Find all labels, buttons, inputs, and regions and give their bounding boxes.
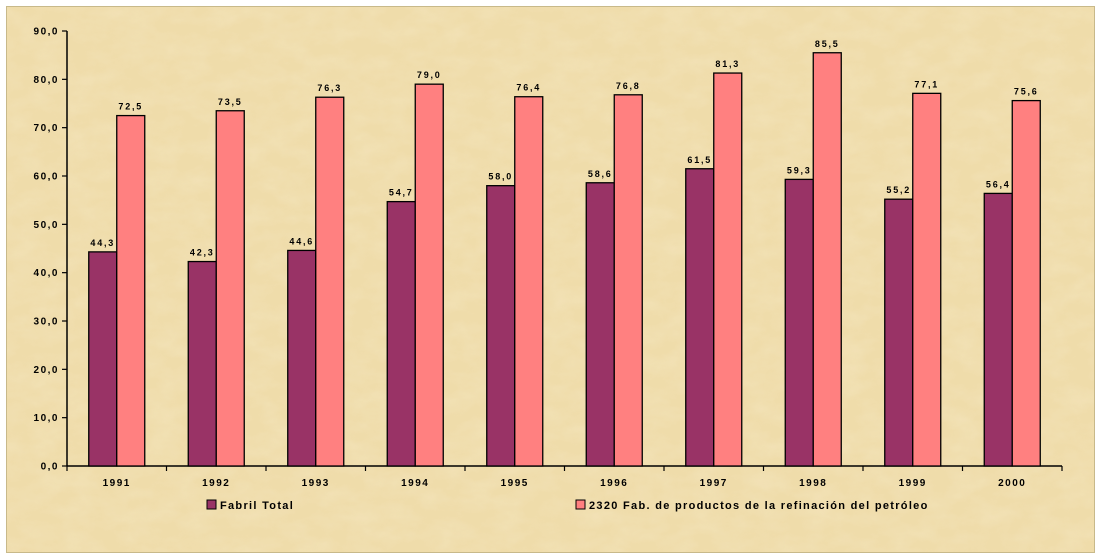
- x-tick-label: 1995: [501, 478, 529, 489]
- bar-refinacion-petroleo: [414, 83, 444, 467]
- y-tick-label: 70,0: [34, 123, 59, 134]
- data-label: 73,5: [218, 97, 243, 107]
- data-label: 61,5: [687, 155, 712, 165]
- y-tick-label: 60,0: [34, 172, 59, 183]
- data-label: 72,5: [118, 102, 143, 112]
- data-label: 59,3: [787, 165, 812, 175]
- data-label: 76,3: [317, 83, 342, 93]
- data-label: 79,0: [417, 70, 442, 80]
- bar-fabril-total: [784, 178, 814, 467]
- y-tick-label: 50,0: [34, 220, 59, 231]
- y-tick-label: 10,0: [34, 413, 59, 424]
- bar-refinacion-petroleo: [812, 52, 842, 467]
- data-label: 54,7: [389, 188, 414, 198]
- bar-fabril-total: [486, 185, 516, 467]
- y-tick-label: 40,0: [34, 268, 59, 279]
- legend-swatch: [206, 499, 217, 510]
- legend-label: Fabril Total: [220, 500, 294, 512]
- bar-fabril-total: [187, 260, 217, 467]
- x-tick-label: 1994: [401, 478, 429, 489]
- x-tick-label: 1999: [899, 478, 927, 489]
- bar-fabril-total: [685, 168, 715, 467]
- data-label: 76,4: [516, 83, 541, 93]
- data-label: 75,6: [1014, 87, 1039, 97]
- bar-fabril-total: [88, 251, 118, 467]
- bar-refinacion-petroleo: [315, 96, 345, 467]
- y-tick-label: 90,0: [34, 27, 59, 38]
- bar-refinacion-petroleo: [713, 72, 743, 467]
- y-tick-label: 80,0: [34, 75, 59, 86]
- data-label: 81,3: [715, 59, 740, 69]
- bar-fabril-total: [884, 198, 914, 467]
- x-tick-label: 1991: [103, 478, 131, 489]
- bar-refinacion-petroleo: [613, 94, 643, 467]
- bar-refinacion-petroleo: [116, 114, 146, 467]
- bar-fabril-total: [585, 182, 615, 467]
- x-tick-label: 2000: [998, 478, 1026, 489]
- legend-swatch: [575, 499, 586, 510]
- data-label: 55,2: [886, 185, 911, 195]
- data-label: 42,3: [190, 248, 215, 258]
- data-label: 44,6: [289, 236, 314, 246]
- bar-refinacion-petroleo: [1011, 99, 1041, 467]
- y-tick-label: 0,0: [41, 462, 59, 473]
- data-label: 58,0: [488, 172, 513, 182]
- x-tick-label: 1997: [700, 478, 728, 489]
- legend-label: 2320 Fab. de productos de la refinación …: [589, 500, 929, 512]
- bar-refinacion-petroleo: [215, 110, 245, 467]
- data-label: 58,6: [588, 169, 613, 179]
- data-label: 76,8: [616, 81, 641, 91]
- bar-chart: 0,0 10,0 20,0 30,0 40,0 50,0 60,0 70,0 80,0 90,0 4…: [7, 7, 1094, 552]
- chart-area: 0,0 10,0 20,0 30,0 40,0 50,0 60,0 70,0 80,0 90,0 4…: [6, 6, 1095, 553]
- data-label: 44,3: [90, 238, 115, 248]
- bar-fabril-total: [386, 200, 416, 467]
- data-label: 77,1: [914, 79, 939, 89]
- y-tick-label: 30,0: [34, 317, 59, 328]
- bar-refinacion-petroleo: [912, 92, 942, 467]
- x-tick-label: 1993: [302, 478, 330, 489]
- data-label: 85,5: [815, 39, 840, 49]
- data-label: 56,4: [986, 179, 1011, 189]
- bar-refinacion-petroleo: [514, 96, 544, 467]
- x-tick-label: 1992: [202, 478, 230, 489]
- bar-fabril-total: [287, 249, 317, 467]
- x-tick-label: 1998: [799, 478, 827, 489]
- x-tick-label: 1996: [600, 478, 628, 489]
- y-tick-label: 20,0: [34, 365, 59, 376]
- bar-fabril-total: [983, 192, 1013, 467]
